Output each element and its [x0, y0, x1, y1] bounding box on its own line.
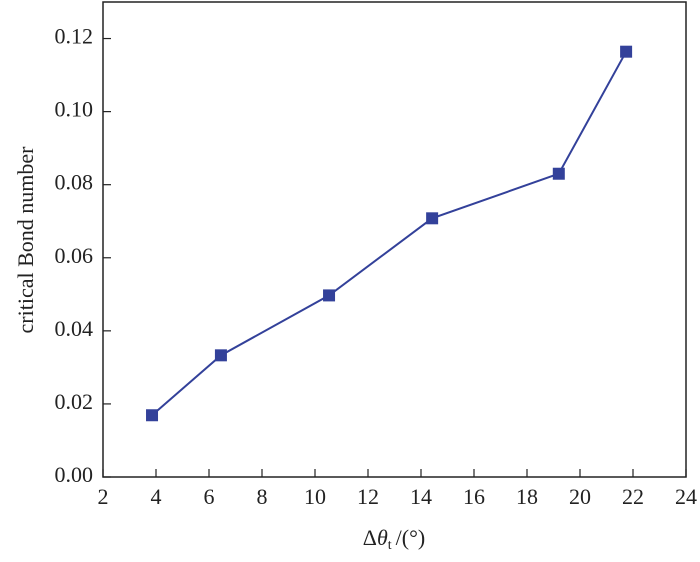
series-line [151, 51, 627, 417]
x-tick-label: 24 [675, 484, 697, 509]
x-tick-label: 6 [204, 484, 215, 509]
marker [552, 167, 565, 180]
plot-frame [102, 1, 687, 478]
x-tick-label: 2 [98, 484, 109, 509]
marker [214, 349, 227, 362]
marker [620, 45, 633, 58]
x-tick-label: 20 [569, 484, 591, 509]
x-tick-label: 14 [410, 484, 432, 509]
x-tick-label: 4 [151, 484, 162, 509]
marker [146, 409, 159, 422]
y-tick-label: 0.10 [55, 97, 94, 122]
y-tick-label: 0.02 [55, 389, 94, 414]
y-tick-label: 0.12 [55, 24, 94, 49]
x-label-variable: θ [377, 525, 388, 550]
y-tick-label: 0.00 [55, 462, 94, 487]
marker [426, 212, 439, 225]
x-tick-label: 16 [463, 484, 485, 509]
x-axis-label: Δθt /(°) [363, 525, 425, 553]
x-tick-label: 8 [257, 484, 268, 509]
x-label-symbol: Δ [363, 525, 377, 550]
y-tick-label: 0.04 [55, 316, 94, 341]
x-label-unit: /(°) [396, 525, 426, 550]
marker [323, 289, 336, 302]
x-tick-label: 10 [304, 484, 326, 509]
x-tick-label: 18 [516, 484, 538, 509]
x-tick-label: 12 [357, 484, 379, 509]
y-tick-label: 0.08 [55, 170, 94, 195]
y-tick-label: 0.06 [55, 243, 94, 268]
x-label-subscript: t [388, 538, 392, 553]
x-tick-label: 22 [622, 484, 644, 509]
y-axis-label: critical Bond number [13, 146, 38, 334]
